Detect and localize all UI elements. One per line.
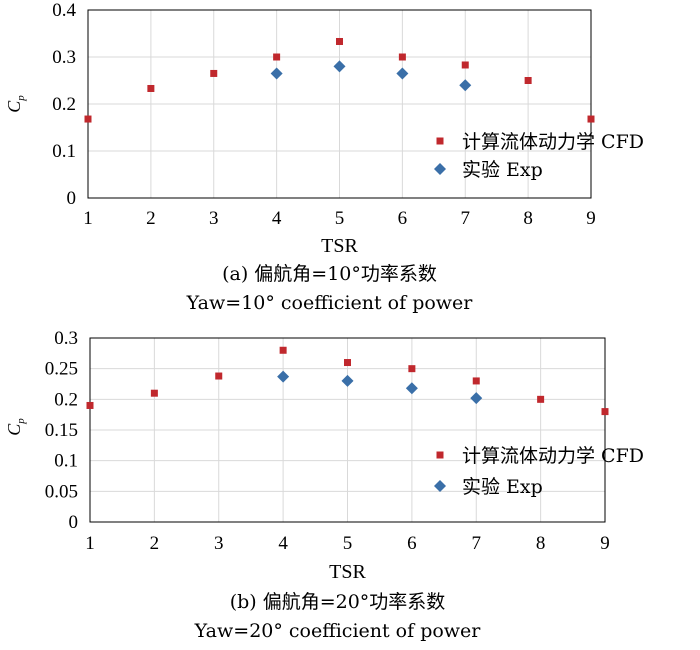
cfd-point — [601, 408, 609, 416]
x-tick-label: 8 — [523, 208, 533, 229]
legend-marker-square-icon — [436, 137, 444, 145]
cfd-point — [336, 37, 343, 45]
y-tick-label: 0.25 — [45, 359, 78, 380]
x-tick-label: 5 — [343, 533, 353, 554]
y-tick-label: 0 — [67, 188, 77, 209]
cfd-point — [344, 359, 351, 367]
cfd-point — [215, 372, 223, 380]
cfd-point — [587, 115, 595, 123]
y-tick-label: 0.2 — [52, 94, 76, 115]
x-tick-label: 7 — [472, 533, 482, 554]
y-tick-label: 0.3 — [52, 47, 76, 68]
legend-marker-diamond-icon — [434, 163, 446, 175]
x-tick-label: 9 — [600, 533, 610, 554]
legend-label: 实验 Exp — [462, 159, 543, 181]
y-tick-label: 0.3 — [54, 328, 78, 349]
x-tick-label: 8 — [536, 533, 546, 554]
cfd-point — [86, 401, 94, 409]
legend-label: 计算流体动力学 CFD — [462, 445, 644, 467]
cfd-point — [461, 61, 469, 69]
x-tick-label: 3 — [214, 533, 224, 554]
caption-subtitle: Yaw=10° coefficient of power — [186, 292, 474, 314]
caption-title: (b) 偏航角=20°功率系数 — [230, 591, 446, 613]
y-tick-label: 0.05 — [45, 481, 78, 502]
exp-point — [396, 67, 409, 80]
x-tick-label: 4 — [272, 208, 282, 229]
y-axis-title-subscript: p — [15, 418, 27, 425]
cfd-point — [472, 377, 480, 385]
cfd-point — [408, 365, 416, 373]
x-tick-label: 1 — [85, 533, 95, 554]
exp-point — [405, 382, 418, 395]
legend-marker-square-icon — [436, 451, 444, 459]
x-tick-label: 1 — [83, 208, 93, 229]
x-tick-label: 4 — [278, 533, 288, 554]
series-cfd — [84, 37, 595, 123]
caption-subtitle: Yaw=20° coefficient of power — [194, 620, 482, 642]
legend-label: 实验 Exp — [462, 476, 543, 498]
cfd-point — [210, 69, 218, 77]
y-axis-title: Cp — [4, 95, 27, 113]
cfd-point — [398, 53, 406, 61]
x-axis-title: TSR — [321, 235, 358, 257]
chart-panel-a: 1 2 3 4 5 6 7 8 9 0 0.1 0.2 0.3 0.4 TSR Cp 计算流体动力学 CFD 实验… — [4, 0, 644, 314]
y-tick-label: 0.2 — [54, 389, 78, 410]
x-tick-label: 2 — [150, 533, 160, 554]
x-tick-label: 5 — [335, 208, 345, 229]
exp-point — [270, 67, 283, 80]
x-tick-label: 7 — [461, 208, 471, 229]
y-tick-label: 0.4 — [52, 0, 76, 21]
legend-marker-diamond-icon — [434, 480, 446, 492]
y-tick-label: 0.15 — [45, 420, 78, 441]
x-tick-label: 9 — [586, 208, 596, 229]
series-cfd — [86, 346, 609, 416]
cfd-point — [150, 389, 158, 397]
cfd-point — [147, 84, 155, 92]
x-tick-label: 6 — [398, 208, 408, 229]
legend: 计算流体动力学 CFD 实验 Exp — [434, 445, 644, 498]
cfd-point — [273, 53, 281, 61]
exp-point — [333, 60, 346, 73]
x-axis-title: TSR — [329, 561, 366, 583]
exp-point — [341, 374, 354, 387]
exp-point — [470, 392, 483, 405]
legend-label: 计算流体动力学 CFD — [462, 131, 644, 153]
series-exp — [270, 60, 472, 92]
cfd-point — [537, 395, 545, 403]
legend: 计算流体动力学 CFD 实验 Exp — [434, 131, 644, 181]
y-tick-label: 0 — [69, 512, 79, 533]
x-tick-label: 2 — [146, 208, 156, 229]
cfd-point — [84, 115, 92, 123]
x-tick-label: 6 — [407, 533, 417, 554]
exp-point — [459, 79, 472, 92]
caption-title: (a) 偏航角=10°功率系数 — [222, 263, 437, 285]
exp-point — [277, 370, 290, 383]
y-tick-label: 0.1 — [54, 451, 78, 472]
cfd-point — [524, 77, 532, 84]
chart-panel-b: 1 2 3 4 5 6 7 8 9 0 0.05 0.1 0.15 0.2 0.25 0.3 TSR Cp 计算流体… — [4, 328, 644, 642]
series-exp — [277, 370, 483, 405]
y-axis-title: Cp — [4, 418, 27, 436]
cfd-point — [279, 346, 287, 354]
plot-frame — [87, 9, 592, 199]
plot-frame — [89, 337, 606, 523]
x-tick-label: 3 — [209, 208, 219, 229]
y-axis-title-subscript: p — [15, 95, 27, 102]
y-tick-label: 0.1 — [52, 141, 76, 162]
